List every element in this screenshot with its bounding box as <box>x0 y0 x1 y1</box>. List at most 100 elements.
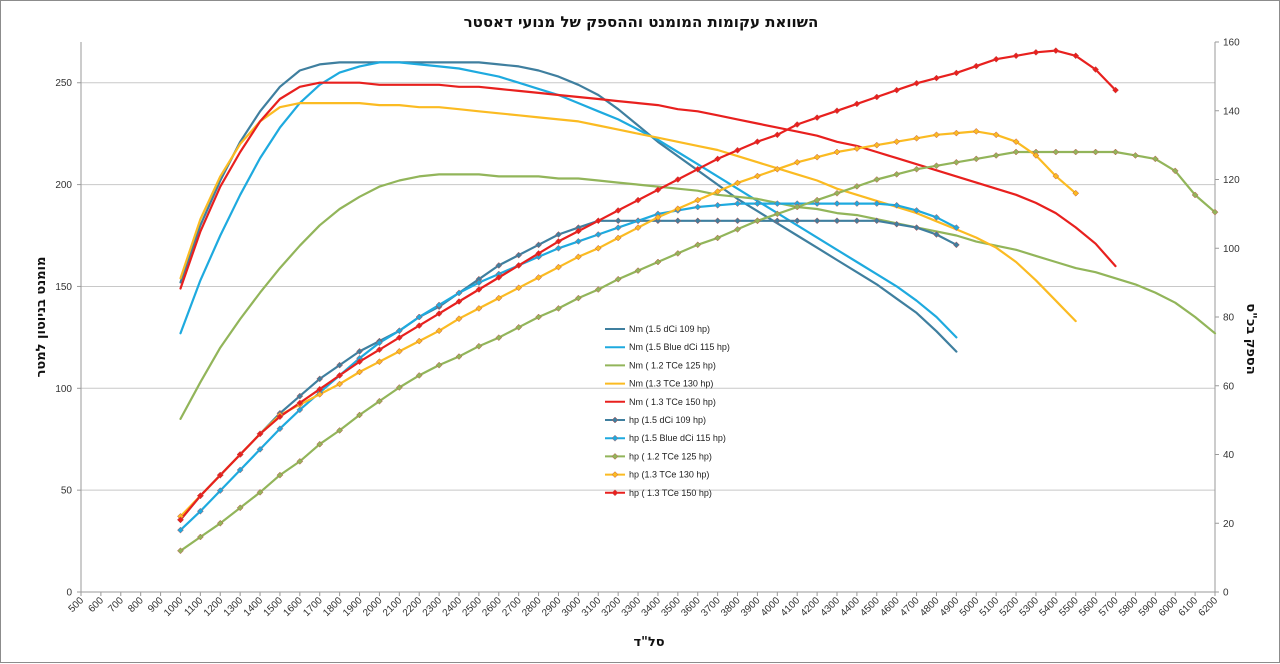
legend-label: hp (1.3 TCe 130 hp) <box>629 470 709 480</box>
power-point-tce130 <box>395 348 403 355</box>
y-tick-label: 100 <box>55 384 72 395</box>
power-point-tce130 <box>953 129 960 137</box>
x-tick-label: 2600 <box>480 595 504 619</box>
x-tick-label: 3400 <box>640 595 664 619</box>
power-point-tce125 <box>773 210 781 218</box>
x-tick-label: 800 <box>126 595 146 615</box>
power-point-dci109 <box>893 220 901 228</box>
power-point-blue115 <box>395 327 403 335</box>
x-tick-label: 600 <box>86 595 106 615</box>
x-tick-label: 2700 <box>500 595 524 619</box>
power-point-tce125 <box>1092 148 1099 156</box>
x-tick-label: 1400 <box>242 595 266 619</box>
legend-marker <box>611 471 619 478</box>
power-point-tce130 <box>893 138 901 146</box>
power-point-tce125 <box>734 225 741 233</box>
power-point-tce125 <box>913 165 920 173</box>
power-point-tce125 <box>873 176 881 183</box>
power-point-blue115 <box>475 279 483 286</box>
x-tick-label: 1600 <box>281 595 305 619</box>
power-point-tce125 <box>972 155 980 163</box>
x-tick-label: 5600 <box>1077 595 1101 619</box>
power-point-tce125 <box>276 471 284 479</box>
power-point-tce130 <box>773 165 781 173</box>
x-tick-label: 5900 <box>1137 595 1161 619</box>
x-tick-label: 2800 <box>520 595 544 619</box>
power-point-tce130 <box>933 131 940 139</box>
power-point-tce125 <box>177 547 184 555</box>
power-point-tce150 <box>296 399 304 407</box>
power-line-dci109 <box>179 219 958 521</box>
power-point-dci109 <box>913 224 920 231</box>
power-point-tce125 <box>1171 167 1179 175</box>
power-markers <box>177 47 1219 555</box>
x-tick-label: 2200 <box>401 595 425 619</box>
power-point-tce130 <box>833 148 841 156</box>
power-point-tce150 <box>972 62 980 70</box>
power-point-tce125 <box>992 152 1000 159</box>
power-point-tce150 <box>197 492 204 500</box>
y2-tick-label: 100 <box>1223 244 1240 255</box>
power-point-tce130 <box>575 253 582 261</box>
power-point-tce150 <box>873 93 881 101</box>
x-tick-label: 5300 <box>1018 595 1042 619</box>
torque-line-tce130 <box>179 101 1077 323</box>
power-point-tce150 <box>177 516 184 524</box>
power-point-dci109 <box>614 217 622 225</box>
x-tick-label: 4300 <box>819 595 843 619</box>
power-point-dci109 <box>953 241 960 249</box>
x-tick-label: 2300 <box>421 595 445 619</box>
power-point-tce130 <box>1072 189 1080 197</box>
power-point-tce150 <box>813 114 821 121</box>
power-point-tce150 <box>435 310 443 317</box>
power-point-tce125 <box>674 250 682 257</box>
power-point-tce125 <box>415 372 423 379</box>
legend-label: hp (1.5 dCi 109 hp) <box>629 415 706 425</box>
power-point-tce150 <box>535 250 542 257</box>
x-tick-label: 2100 <box>381 595 405 619</box>
x-tick-label: 4000 <box>759 595 783 619</box>
power-point-tce150 <box>714 155 721 163</box>
y-tick-label: 50 <box>61 486 73 497</box>
x-tick-label: 4400 <box>839 595 863 619</box>
power-point-tce125 <box>236 504 244 512</box>
x-tick-label: 5200 <box>998 595 1022 619</box>
power-point-tce125 <box>634 267 642 274</box>
x-tick-label: 3900 <box>739 595 763 619</box>
power-point-tce130 <box>356 368 363 376</box>
power-point-tce125 <box>953 158 960 166</box>
power-point-tce150 <box>1112 86 1119 94</box>
y-axis-title: מומנט בניוטון למטר <box>34 257 49 378</box>
power-point-tce130 <box>455 315 463 323</box>
y-tick-label: 200 <box>55 180 72 191</box>
power-point-tce125 <box>356 411 363 419</box>
power-point-tce130 <box>535 274 542 281</box>
legend-label: hp (1.5 Blue dCi 115 hp) <box>629 433 726 443</box>
power-point-dci109 <box>853 217 861 225</box>
power-point-blue115 <box>296 406 304 414</box>
power-point-blue115 <box>734 200 741 207</box>
power-point-tce150 <box>773 131 781 139</box>
power-point-tce150 <box>992 55 1000 63</box>
power-point-tce150 <box>674 176 682 183</box>
power-point-tce125 <box>594 286 602 293</box>
power-point-tce125 <box>336 427 343 434</box>
power-point-tce125 <box>455 353 463 360</box>
power-point-tce150 <box>276 413 284 421</box>
power-point-tce150 <box>1012 52 1020 60</box>
legend-label: Nm ( 1.2 TCe 125 hp) <box>629 360 716 370</box>
x-tick-label: 5800 <box>1117 595 1141 619</box>
x-tick-label: 4700 <box>898 595 922 619</box>
power-point-blue115 <box>933 213 940 221</box>
power-point-blue115 <box>575 238 582 245</box>
power-point-tce150 <box>754 138 761 146</box>
power-point-dci109 <box>773 217 781 225</box>
power-point-tce150 <box>376 346 383 354</box>
legend-label: Nm ( 1.3 TCe 150 hp) <box>629 397 716 407</box>
torque-line-tce125 <box>179 173 1217 420</box>
power-point-tce130 <box>515 284 523 292</box>
power-point-tce125 <box>654 258 662 266</box>
power-point-blue115 <box>833 200 841 207</box>
